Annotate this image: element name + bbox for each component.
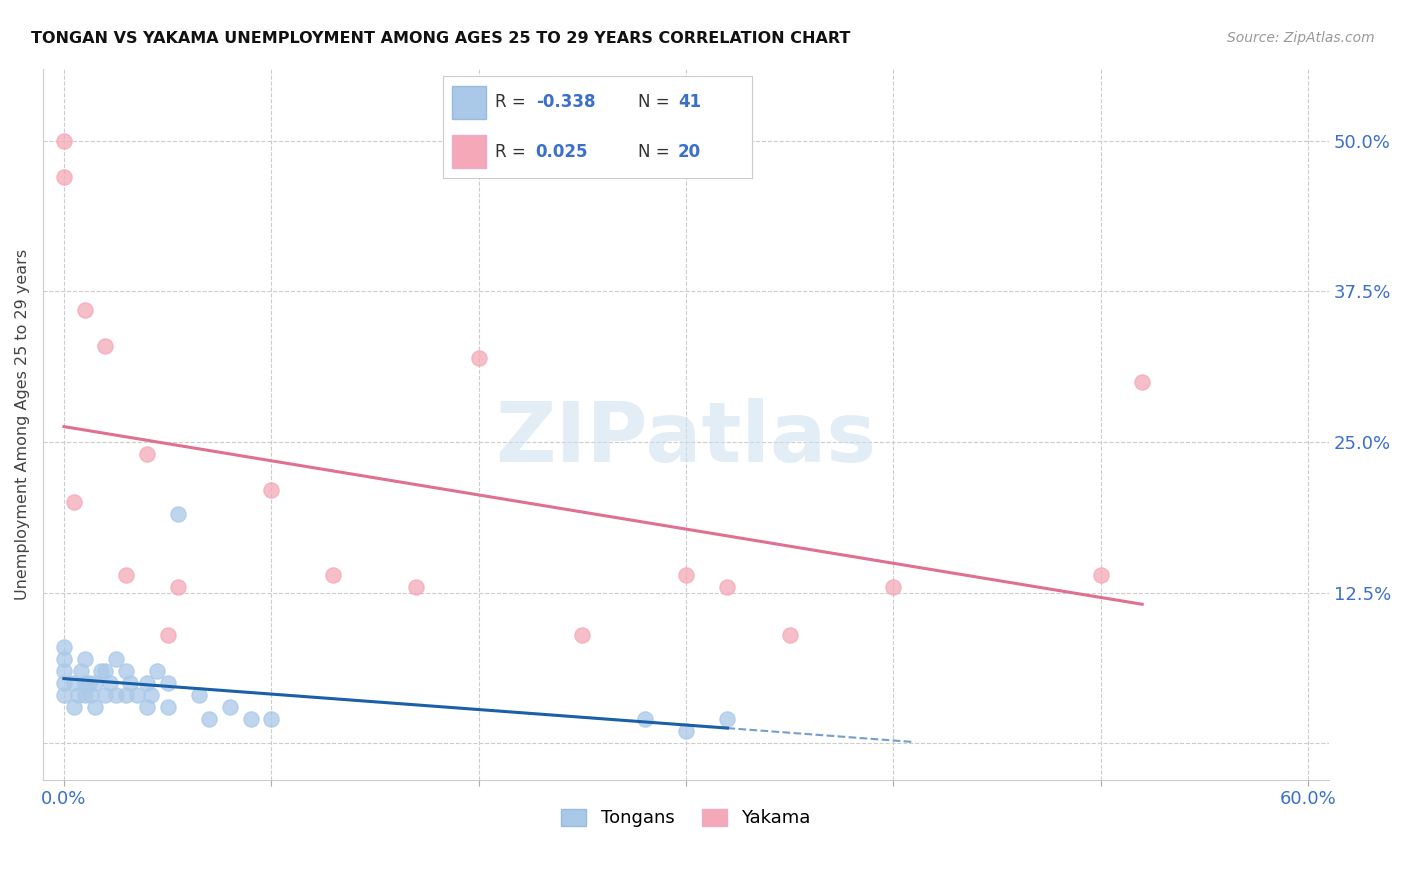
Point [77,676,100,690]
Point [52,652,75,666]
Point [94,688,117,702]
Point [1130,375,1153,389]
Point [67,688,90,702]
Point [135,676,157,690]
Point [167,580,190,594]
Point [120,676,142,690]
Point [716,580,738,594]
Point [716,712,738,726]
Text: TONGAN VS YAKAMA UNEMPLOYMENT AMONG AGES 25 TO 29 YEARS CORRELATION CHART: TONGAN VS YAKAMA UNEMPLOYMENT AMONG AGES… [31,31,851,46]
Text: R =: R = [495,143,531,161]
Point [1090,567,1112,582]
Point [94,664,117,678]
Point [882,580,904,594]
Point [167,508,190,522]
Text: 20: 20 [678,143,702,161]
Point [52,688,75,702]
Point [260,483,283,498]
Point [156,700,179,714]
Point [322,567,344,582]
Point [135,447,157,461]
Point [52,676,75,690]
Point [125,688,148,702]
Point [146,664,169,678]
Point [63,700,86,714]
Point [260,712,283,726]
Point [80,688,103,702]
Text: Source: ZipAtlas.com: Source: ZipAtlas.com [1227,31,1375,45]
Point [198,712,221,726]
Point [63,676,86,690]
Point [115,688,138,702]
Point [139,688,162,702]
Point [218,700,240,714]
Text: ZIPatlas: ZIPatlas [495,398,876,479]
FancyBboxPatch shape [453,136,486,168]
Text: N =: N = [638,94,675,112]
Text: R =: R = [495,94,531,112]
Point [675,724,697,739]
Point [115,567,138,582]
Text: N =: N = [638,143,675,161]
Point [84,676,107,690]
Point [239,712,262,726]
Point [84,700,107,714]
Point [52,169,75,184]
Point [73,652,96,666]
Point [779,628,801,642]
Point [94,339,117,353]
Legend: Tongans, Yakama: Tongans, Yakama [554,801,818,835]
Point [52,640,75,654]
Point [52,664,75,678]
Point [633,712,655,726]
Point [104,652,127,666]
Point [405,580,427,594]
Point [63,495,86,509]
FancyBboxPatch shape [453,87,486,119]
Point [156,628,179,642]
Point [73,302,96,317]
Text: 41: 41 [678,94,702,112]
Point [52,134,75,148]
Point [156,676,179,690]
Point [98,676,121,690]
Point [73,688,96,702]
Point [571,628,593,642]
Point [675,567,697,582]
Point [135,700,157,714]
Point [115,664,138,678]
Point [104,688,127,702]
Point [73,676,96,690]
Text: 0.025: 0.025 [536,143,588,161]
Y-axis label: Unemployment Among Ages 25 to 29 years: Unemployment Among Ages 25 to 29 years [15,249,30,599]
Point [187,688,209,702]
Point [467,351,489,365]
Point [69,664,91,678]
Point [90,664,112,678]
Text: -0.338: -0.338 [536,94,595,112]
